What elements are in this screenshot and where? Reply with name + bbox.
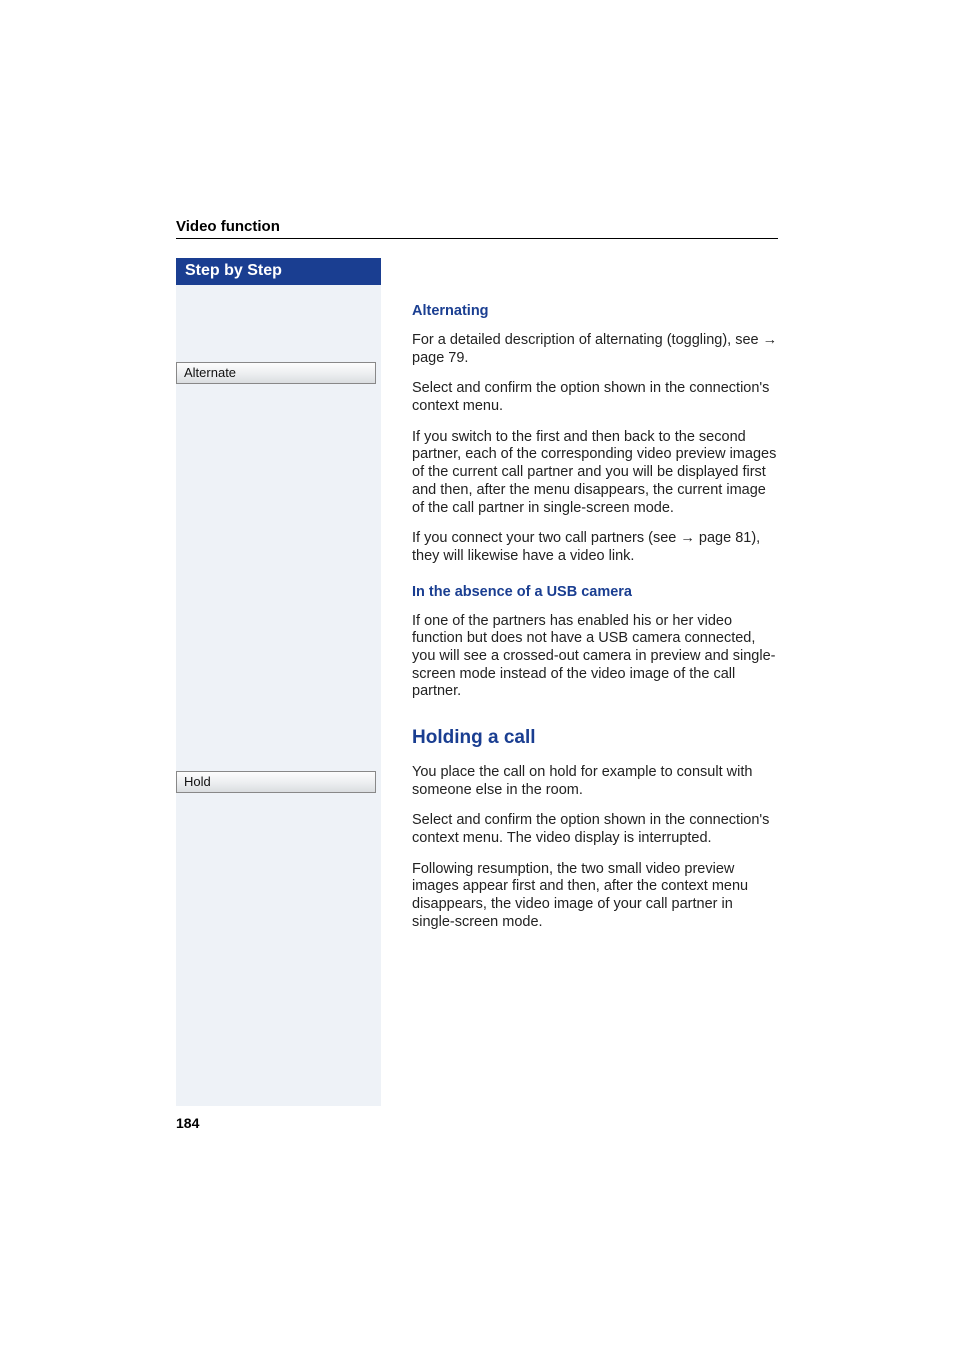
step-sidebar: Step by Step Alternate Hold [176, 258, 381, 1106]
main-content: Alternating For a detailed description o… [412, 258, 778, 932]
heading-usb-camera: In the absence of a USB camera [412, 584, 778, 600]
para: Select and confirm the option shown in t… [412, 380, 778, 415]
para: If you switch to the first and then back… [412, 429, 778, 517]
header-rule [176, 238, 778, 239]
para: You place the call on hold for example t… [412, 764, 778, 799]
running-header: Video function [176, 218, 280, 235]
sidebar-banner: Step by Step [176, 258, 381, 285]
para: If you connect your two call partners (s… [412, 530, 778, 565]
para: For a detailed description of alternatin… [412, 332, 778, 367]
para: Select and confirm the option shown in t… [412, 812, 778, 847]
heading-alternating: Alternating [412, 303, 778, 319]
para: If one of the partners has enabled his o… [412, 613, 778, 701]
step-box-hold[interactable]: Hold [176, 771, 376, 793]
para: Following resumption, the two small vide… [412, 861, 778, 932]
manual-page: Video function Step by Step Alternate Ho… [0, 0, 954, 1351]
step-box-alternate[interactable]: Alternate [176, 362, 376, 384]
heading-holding-call: Holding a call [412, 727, 778, 749]
page-number: 184 [176, 1115, 199, 1131]
content-top-spacer [412, 258, 778, 303]
